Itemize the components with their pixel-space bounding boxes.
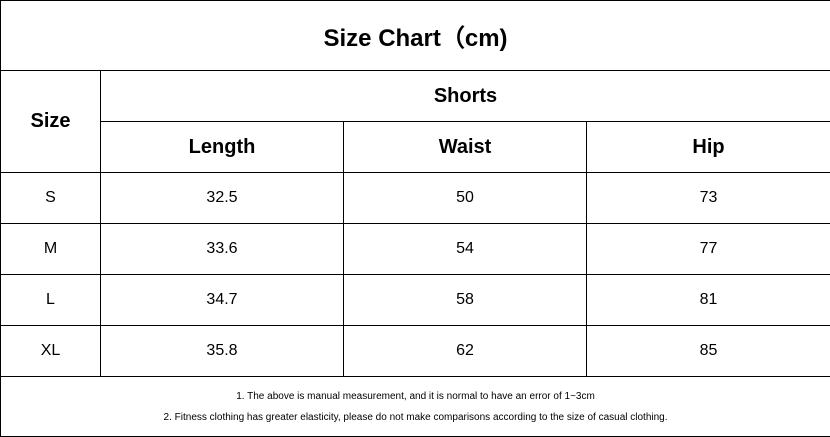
column-header-row: Length Waist Hip [1, 121, 830, 173]
size-cell: L [0, 274, 101, 326]
size-cell: M [0, 223, 101, 275]
size-cell: S [0, 172, 101, 224]
length-column-header: Length [100, 121, 344, 173]
table-row: S 32.5 50 73 [0, 172, 830, 224]
title-row: Size Chart（cm) [0, 0, 830, 71]
length-cell: 32.5 [100, 172, 344, 224]
waist-cell: 58 [343, 274, 587, 326]
hip-cell: 81 [585, 274, 830, 326]
waist-cell: 62 [343, 325, 587, 377]
hip-cell: 73 [585, 172, 830, 224]
length-cell: 35.8 [100, 325, 344, 377]
table-row: M 33.6 54 77 [0, 223, 830, 275]
table-row: L 34.7 58 81 [0, 274, 830, 326]
chart-title: Size Chart（cm) [0, 0, 830, 71]
size-column-header: Size [0, 70, 101, 173]
waist-cell: 50 [343, 172, 587, 224]
notes-cell: 1. The above is manual measurement, and … [0, 376, 830, 437]
note-elasticity: 2. Fitness clothing has greater elastici… [163, 411, 668, 423]
shorts-group-header: Shorts [99, 70, 830, 122]
hip-cell: 77 [585, 223, 830, 275]
note-measurement-error: 1. The above is manual measurement, and … [236, 390, 595, 402]
group-header-row: Size Shorts [0, 70, 830, 173]
waist-cell: 54 [343, 223, 587, 275]
notes-row: 1. The above is manual measurement, and … [0, 376, 830, 437]
hip-column-header: Hip [585, 121, 830, 173]
hip-cell: 85 [585, 325, 830, 377]
length-cell: 34.7 [100, 274, 344, 326]
waist-column-header: Waist [343, 121, 587, 173]
length-cell: 33.6 [100, 223, 344, 275]
size-cell: XL [0, 325, 101, 377]
table-row: XL 35.8 62 85 [0, 325, 830, 377]
